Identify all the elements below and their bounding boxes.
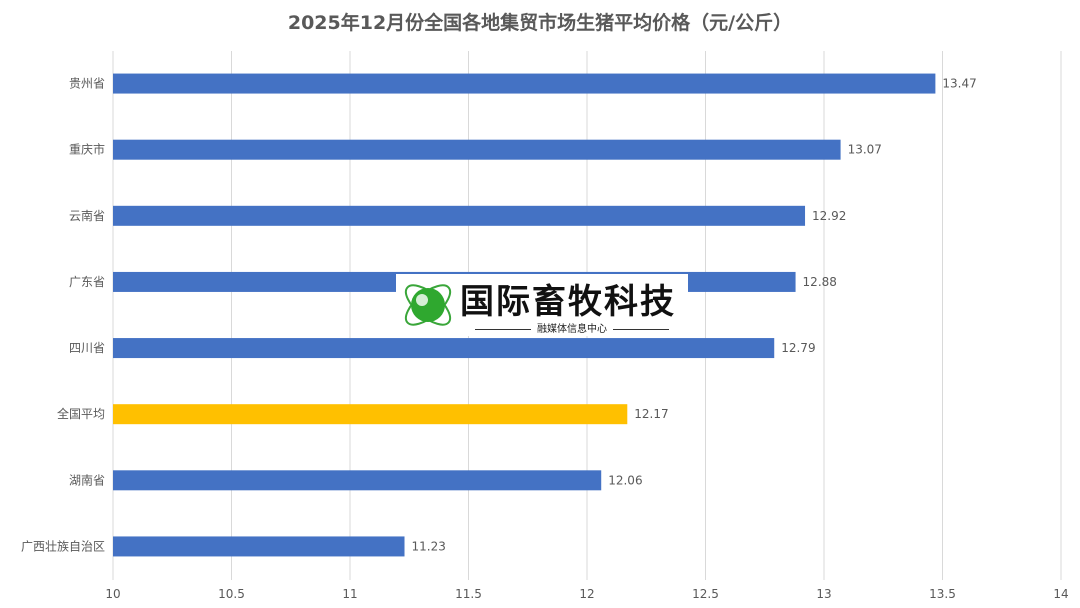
category-label: 广西壮族自治区 (21, 539, 105, 553)
watermark-logo: 国际畜牧科技 融媒体信息中心 (396, 274, 688, 336)
bar (113, 73, 936, 94)
data-label: 11.23 (412, 539, 446, 553)
category-label: 四川省 (69, 341, 105, 355)
x-tick-label: 14 (1053, 587, 1068, 601)
data-label: 12.79 (781, 341, 815, 355)
bar (113, 205, 806, 226)
data-label: 12.06 (608, 473, 642, 487)
x-tick-label: 13 (816, 587, 831, 601)
x-tick-label: 12 (579, 587, 594, 601)
data-label: 12.17 (634, 407, 668, 421)
x-tick-label: 12.5 (692, 587, 719, 601)
x-tick-label: 10 (105, 587, 120, 601)
category-label: 重庆市 (69, 142, 105, 157)
x-tick-label: 11.5 (455, 587, 482, 601)
globe-icon (404, 284, 452, 326)
category-label: 云南省 (69, 208, 105, 223)
data-label: 13.07 (848, 143, 882, 157)
watermark-name: 国际畜牧科技 (460, 282, 676, 322)
x-tick-label: 13.5 (929, 587, 956, 601)
bar (113, 404, 628, 425)
bar (113, 139, 841, 160)
data-label: 13.47 (942, 77, 976, 91)
category-label: 贵州省 (69, 77, 105, 91)
watermark-subtitle: 融媒体信息中心 (468, 320, 676, 335)
category-label: 湖南省 (69, 472, 105, 487)
bar (113, 470, 602, 491)
category-label: 广东省 (69, 275, 105, 289)
bar (113, 536, 405, 557)
x-tick-label: 10.5 (218, 587, 245, 601)
bar (113, 338, 775, 359)
x-tick-label: 11 (342, 587, 357, 601)
chart-title: 2025年12月份全国各地集贸市场生猪平均价格（元/公斤） (287, 12, 793, 34)
category-label: 全国平均 (57, 406, 105, 421)
data-label: 12.92 (812, 209, 846, 223)
data-label: 12.88 (803, 275, 837, 289)
